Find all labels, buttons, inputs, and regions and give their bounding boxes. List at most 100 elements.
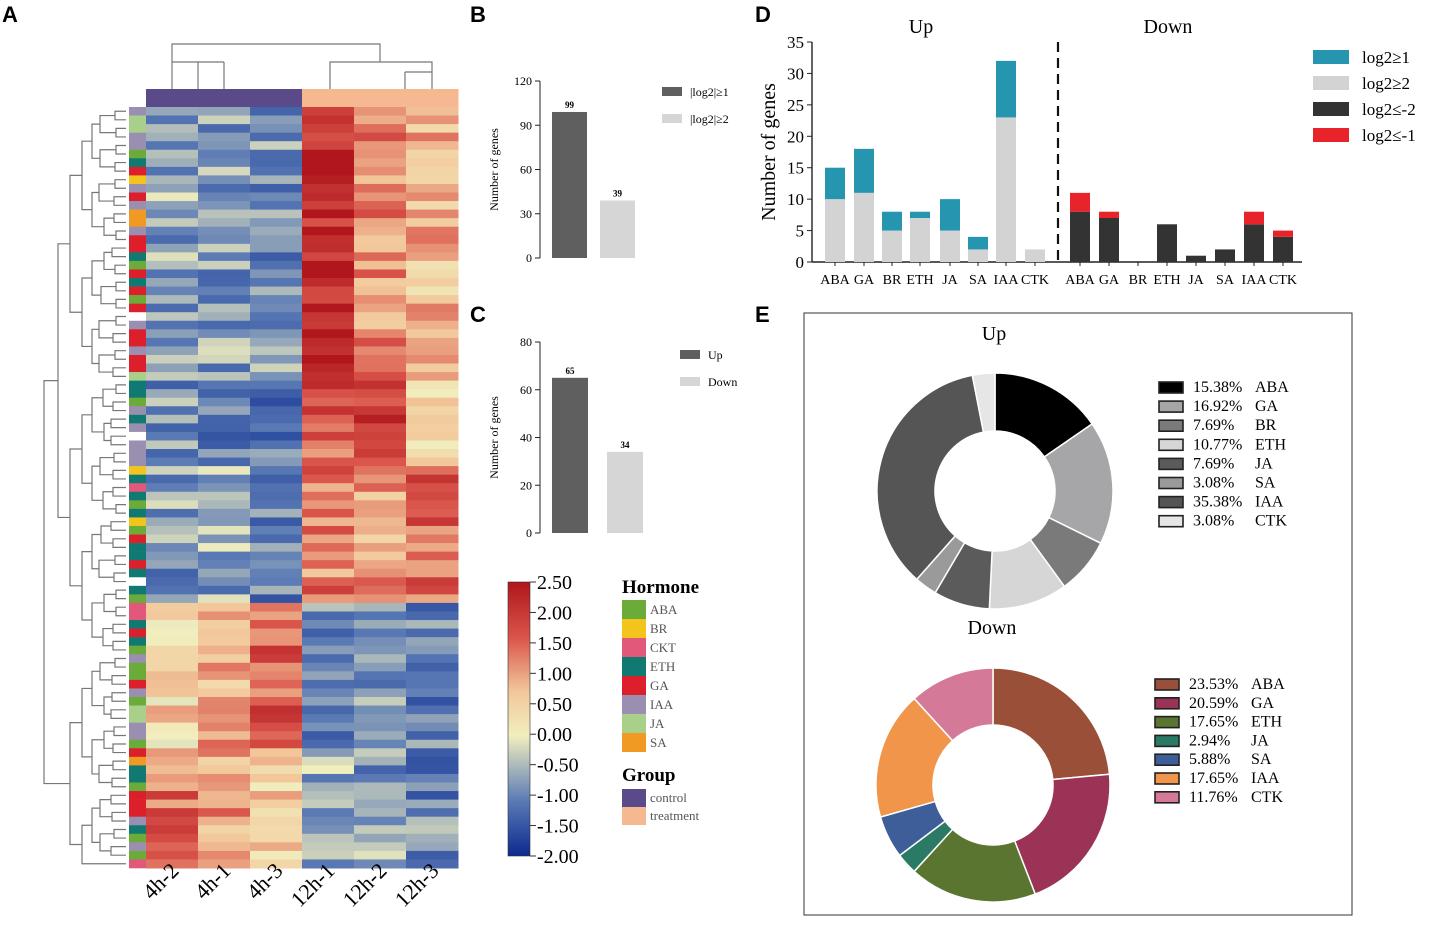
legend-percent: 7.69%: [1193, 417, 1234, 434]
legend-label: ETH: [1251, 714, 1283, 731]
heatmap-cell: [250, 354, 303, 365]
hormone-legend-swatch: [622, 619, 646, 638]
heatmap-cell: [146, 705, 199, 715]
heatmap-cell: [354, 688, 407, 698]
group-strip-cell-treatment: [406, 89, 459, 107]
heatmap-cell: [250, 739, 303, 749]
legend-swatch: [1158, 514, 1184, 528]
heatmap-cell: [406, 688, 459, 698]
bar-chart-c: 0 20 40 60 80 Number of genes 65 34 Up Down: [487, 335, 737, 540]
x-tick-label: ETH: [1153, 273, 1180, 288]
heatmap-cell: [198, 329, 251, 339]
heatmap-cell: [302, 517, 355, 527]
heatmap-cell: [354, 372, 407, 382]
heatmap-cell: [354, 132, 407, 142]
heatmap-cell: [406, 141, 459, 151]
heatmap-cell: [354, 654, 407, 664]
heatmap-cell: [406, 354, 459, 365]
hormone-strip-cell: [129, 337, 146, 347]
bar-value-label: 65: [566, 366, 576, 376]
heatmap-cell: [354, 850, 407, 860]
heatmap-cell: [406, 158, 459, 168]
hormone-legend-title: Hormone: [622, 577, 699, 598]
hormone-strip-cell: [129, 551, 146, 561]
heatmap-cell: [406, 645, 459, 655]
hormone-strip-cell: [129, 602, 146, 612]
heatmap-cell: [302, 611, 355, 621]
legend-label: log2≤-2: [1362, 100, 1416, 119]
heatmap-cell: [250, 688, 303, 698]
group-title: Down: [1144, 16, 1193, 38]
heatmap-cell: [250, 431, 303, 441]
stacked-bar-segment: [968, 236, 988, 250]
heatmap-cell: [146, 406, 199, 416]
heatmap-cell: [250, 654, 303, 664]
legend-percent: 20.59%: [1189, 695, 1238, 712]
row-dendrogram-branch: [115, 230, 126, 241]
heatmap-cell: [302, 577, 355, 587]
heatmap-cell: [406, 782, 459, 792]
hormone-strip-cell: [129, 568, 146, 578]
heatmap-cell: [354, 731, 407, 741]
heatmap-cell: [354, 662, 407, 672]
heatmap-cell: [354, 508, 407, 518]
hormone-strip-cell: [129, 671, 146, 681]
legend-percent: 17.65%: [1189, 714, 1238, 731]
hormone-strip-cell: [129, 183, 146, 193]
heatmap-cell: [302, 320, 355, 330]
legend-swatch: [1158, 381, 1184, 394]
heatmap-cell: [250, 183, 303, 194]
heatmap-cell: [302, 449, 355, 459]
row-dendrogram-branch: [115, 315, 126, 326]
heatmap-cell: [250, 124, 303, 134]
heatmap-cell: [198, 602, 251, 612]
heatmap-cell: [146, 756, 199, 766]
heatmap-cell: [250, 731, 303, 741]
heatmap-cell: [354, 329, 407, 339]
heatmap-cell: [406, 414, 459, 424]
heatmap-cell: [198, 620, 251, 630]
group-legend-swatch: [622, 807, 646, 825]
heatmap-cell: [250, 662, 303, 672]
heatmap-cell: [146, 372, 199, 382]
heatmap-cell: [354, 166, 407, 176]
heatmap-cell: [302, 149, 355, 159]
heatmap-cell: [198, 491, 251, 501]
legend-percent: 11.76%: [1189, 789, 1238, 806]
hormone-strip-cell: [129, 577, 146, 587]
heatmap-cell: [354, 149, 407, 159]
donut-slice: [913, 667, 994, 742]
row-dendrogram-branch: [81, 414, 92, 484]
row-dendrogram-branch: [112, 401, 126, 412]
heatmap-cell: [302, 158, 355, 168]
heatmap-cell: [198, 397, 251, 407]
heatmap-cell: [302, 833, 355, 843]
heatmap-cell: [406, 166, 459, 176]
hormone-strip-cell: [129, 457, 146, 467]
heatmap-cell: [146, 517, 199, 527]
stacked-bar-segment: [940, 230, 960, 262]
heatmap-cell: [146, 816, 199, 826]
heatmap-cell: [302, 491, 355, 501]
heatmap-cell: [354, 406, 407, 416]
row-dendrogram-branch: [114, 350, 126, 360]
heatmap-cell: [406, 756, 459, 766]
row-dendrogram-branch: [103, 251, 115, 271]
heatmap-cell: [354, 107, 407, 117]
heatmap-cell: [354, 628, 407, 638]
heatmap-cell: [146, 577, 199, 587]
row-dendrogram-branch: [69, 448, 82, 587]
stacked-bar-segment: [1099, 211, 1119, 218]
heatmap-cell: [146, 688, 199, 698]
heatmap-cell: [198, 842, 251, 852]
heatmap-cell: [146, 662, 199, 672]
heatmap-cell: [250, 756, 303, 766]
heatmap-cell: [302, 303, 355, 313]
legend-swatch: [680, 350, 700, 359]
legend-swatch: [1158, 476, 1184, 490]
hormone-strip-cell: [129, 124, 146, 133]
heatmap-cell: [198, 226, 251, 236]
heatmap-cell: [198, 662, 251, 672]
heatmap-cell: [198, 337, 251, 347]
y-tick-label: 60: [520, 383, 532, 397]
